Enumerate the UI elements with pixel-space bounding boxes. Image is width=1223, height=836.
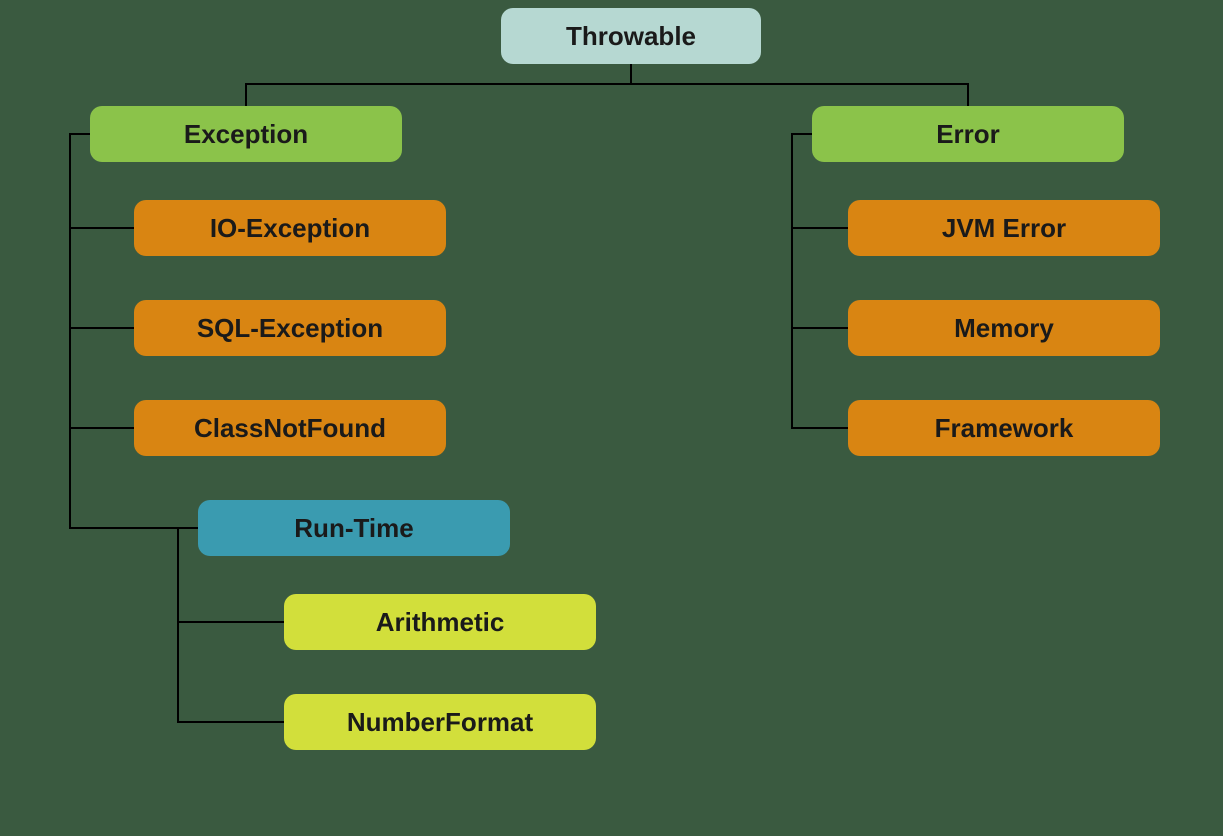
- diagram-canvas: Throwable Exception Error IO-Exception SQL-E…: [0, 0, 1223, 836]
- tree-node-framework: Framework: [848, 400, 1160, 456]
- tree-node-jvm-error: JVM Error: [848, 200, 1160, 256]
- tree-edge: [70, 328, 134, 428]
- tree-node-io-exception: IO-Exception: [134, 200, 446, 256]
- tree-edge: [631, 64, 968, 106]
- tree-node-classnotfound: ClassNotFound: [134, 400, 446, 456]
- tree-node-arithmetic: Arithmetic: [284, 594, 596, 650]
- tree-node-throwable: Throwable: [501, 8, 761, 64]
- tree-edge: [792, 228, 848, 328]
- tree-node-sql-exception: SQL-Exception: [134, 300, 446, 356]
- tree-node-exception: Exception: [90, 106, 402, 162]
- tree-edge: [792, 328, 848, 428]
- tree-edge: [70, 228, 134, 328]
- tree-edge: [246, 64, 631, 106]
- tree-node-memory: Memory: [848, 300, 1160, 356]
- tree-node-error: Error: [812, 106, 1124, 162]
- tree-edge: [178, 622, 284, 722]
- tree-node-runtime: Run-Time: [198, 500, 510, 556]
- tree-node-numberformat: NumberFormat: [284, 694, 596, 750]
